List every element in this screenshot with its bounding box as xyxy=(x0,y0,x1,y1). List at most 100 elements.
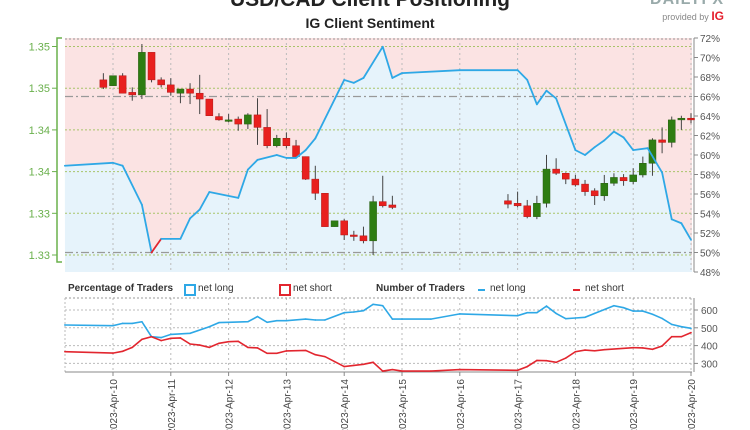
candle xyxy=(195,74,204,115)
candle xyxy=(562,172,570,185)
net-long-pct-line-segment xyxy=(343,79,355,84)
net-long-pct-line-segment xyxy=(140,203,153,254)
logo-text: DAILYFX xyxy=(650,0,724,9)
candle-body-up xyxy=(273,137,281,146)
net-long-pct-line-segment xyxy=(526,79,538,106)
candle xyxy=(388,195,397,210)
net-long-count-point xyxy=(613,304,615,307)
net-short-count-point xyxy=(256,347,259,349)
candle-body-down xyxy=(292,145,300,157)
candle xyxy=(224,114,233,123)
net-short-count-point xyxy=(247,346,249,349)
price-tick-label: 1.33 xyxy=(29,250,50,262)
candle-body-down xyxy=(157,79,165,86)
net-short-count-point xyxy=(670,335,673,338)
net-long-count-point xyxy=(218,321,220,324)
net-long-count-point xyxy=(275,319,278,322)
net-short-count-point xyxy=(564,357,567,359)
net-long-pct-line-segment xyxy=(237,168,249,199)
net-long-count-point xyxy=(381,304,384,307)
legend-number-title: Number of Traders xyxy=(376,283,465,294)
count-tick-label: 300 xyxy=(701,359,718,370)
net-long-count-point xyxy=(564,317,567,320)
count-tick-label: 600 xyxy=(701,306,718,317)
candle xyxy=(147,52,156,83)
net-long-count-point xyxy=(314,319,317,321)
candle xyxy=(273,134,281,148)
candle-body-down xyxy=(118,75,127,94)
net-long-pct-line-segment xyxy=(646,147,663,174)
candle xyxy=(523,199,531,219)
net-long-pct-line-segment xyxy=(295,149,307,159)
candle xyxy=(321,193,329,227)
net-long-count-point xyxy=(64,324,66,326)
net-long-count-point xyxy=(372,303,374,306)
candle xyxy=(215,113,223,121)
net-long-count-point xyxy=(593,312,596,315)
net-long-count-line xyxy=(64,303,692,339)
candle xyxy=(292,139,300,157)
candle-body-down xyxy=(167,84,175,93)
net-short-count-point xyxy=(516,369,519,372)
pct-tick-label: 48% xyxy=(700,268,720,279)
net-long-count-point xyxy=(545,305,548,307)
candle-body-down xyxy=(687,117,695,121)
candle-body-down xyxy=(205,98,214,116)
legend-pct-net-short: net short xyxy=(293,283,332,294)
price-tick-label: 1.35 xyxy=(29,83,50,95)
net-long-box-icon xyxy=(184,284,196,296)
candle xyxy=(167,78,175,96)
candle-body-up xyxy=(244,114,252,125)
net-long-count-point xyxy=(690,327,692,330)
candle-body-down xyxy=(590,190,599,197)
pct-tick-label: 72% xyxy=(700,34,720,45)
net-short-count-point xyxy=(381,370,384,372)
date-tick-label: 2023-Apr-19 xyxy=(629,379,640,430)
candle xyxy=(378,175,387,208)
net-short-count-point xyxy=(391,368,394,371)
net-short-count-point xyxy=(170,337,172,340)
net-long-count-point xyxy=(343,311,346,314)
net-long-count-point xyxy=(430,318,432,320)
net-long-count-point xyxy=(141,320,143,323)
net-long-count-point xyxy=(256,315,259,318)
candle-body-up xyxy=(109,75,117,86)
candle xyxy=(244,113,252,130)
candle-body-down xyxy=(562,173,570,180)
candle-body-down xyxy=(378,201,387,207)
candle xyxy=(677,115,686,130)
net-long-count-point xyxy=(516,314,519,317)
net-short-count-point xyxy=(160,339,162,342)
candle-body-down xyxy=(282,137,291,146)
candle-body-down xyxy=(504,200,512,205)
price-tick-label: 1.35 xyxy=(29,42,50,54)
candle-body-down xyxy=(513,203,522,207)
net-short-count-point xyxy=(593,349,596,352)
candle xyxy=(610,173,618,186)
candle xyxy=(176,88,185,104)
date-tick-label: 2023-Apr-13 xyxy=(282,379,293,430)
net-long-count-point xyxy=(208,325,211,328)
candle xyxy=(629,168,637,185)
candle xyxy=(542,154,551,208)
net-short-count-point xyxy=(603,348,606,351)
candle xyxy=(639,156,647,178)
net-long-pct-line-segment xyxy=(401,69,461,74)
net-short-count-point xyxy=(266,352,268,355)
net-long-count-point xyxy=(304,318,307,320)
candle-body-up xyxy=(330,220,339,227)
candle xyxy=(282,132,291,149)
net-short-count-point xyxy=(642,347,644,349)
candle-body-down xyxy=(552,168,560,174)
candle xyxy=(99,73,108,90)
candle xyxy=(590,188,599,205)
candle xyxy=(138,43,146,100)
candle-body-down xyxy=(186,88,194,94)
net-long-pct-line-segment xyxy=(246,158,259,171)
candle xyxy=(619,174,628,186)
candle-body-up xyxy=(610,177,618,184)
candle xyxy=(109,75,117,86)
net-short-count-point xyxy=(198,344,201,346)
candle-body-down xyxy=(263,127,271,146)
